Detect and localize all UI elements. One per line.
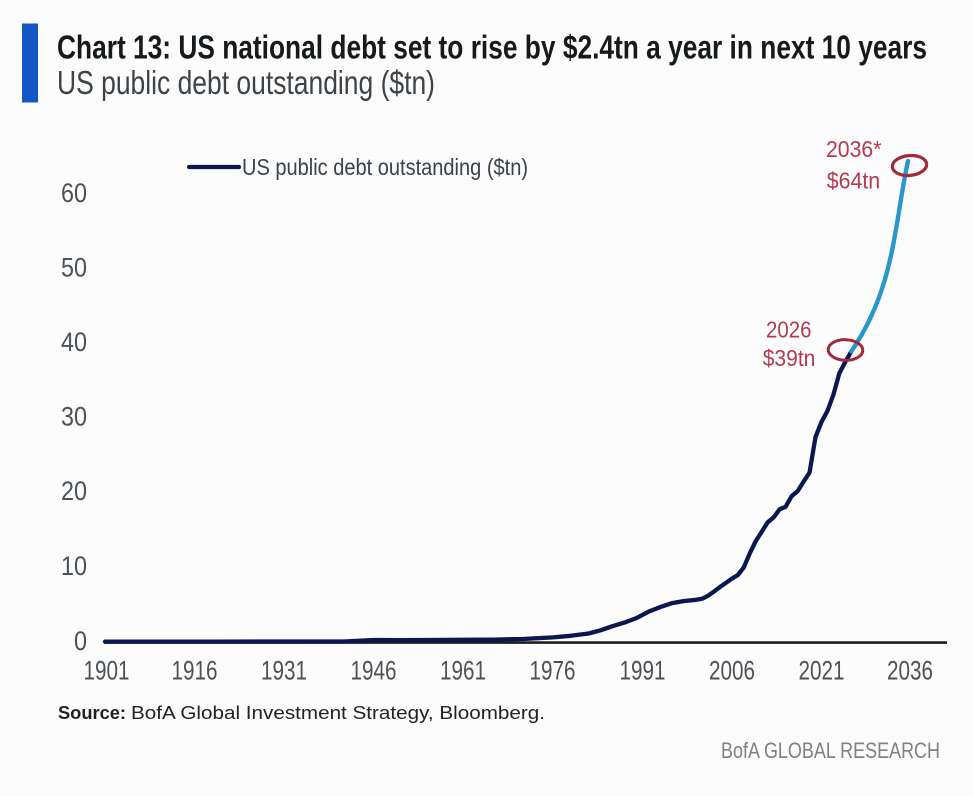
svg-text:2006: 2006 xyxy=(709,656,755,686)
svg-text:50: 50 xyxy=(61,253,87,283)
svg-text:$64tn: $64tn xyxy=(827,168,881,194)
svg-text:2036: 2036 xyxy=(887,656,933,686)
svg-text:US public debt outstanding ($t: US public debt outstanding ($tn) xyxy=(57,64,435,101)
svg-text:2036*: 2036* xyxy=(826,136,882,162)
svg-text:1991: 1991 xyxy=(620,656,666,686)
svg-text:1946: 1946 xyxy=(351,656,397,686)
svg-text:40: 40 xyxy=(61,327,87,357)
svg-text:0: 0 xyxy=(74,626,87,656)
svg-text:1976: 1976 xyxy=(530,656,576,686)
svg-text:20: 20 xyxy=(61,476,87,506)
svg-text:BofA GLOBAL RESEARCH: BofA GLOBAL RESEARCH xyxy=(721,738,940,763)
svg-text:30: 30 xyxy=(61,402,87,432)
svg-text:BofA Global Investment Strateg: BofA Global Investment Strategy, Bloombe… xyxy=(131,702,545,723)
svg-text:1931: 1931 xyxy=(261,656,307,686)
svg-text:Chart 13: US national debt set: Chart 13: US national debt set to rise b… xyxy=(57,29,927,66)
svg-text:1901: 1901 xyxy=(84,656,130,686)
svg-text:1916: 1916 xyxy=(172,656,218,686)
svg-text:2021: 2021 xyxy=(799,656,845,686)
svg-text:US public debt outstanding ($t: US public debt outstanding ($tn) xyxy=(242,154,528,180)
svg-text:Source:: Source: xyxy=(58,702,126,723)
svg-text:60: 60 xyxy=(61,178,87,208)
svg-text:$39tn: $39tn xyxy=(763,345,816,371)
svg-text:10: 10 xyxy=(61,551,87,581)
svg-text:1961: 1961 xyxy=(440,656,486,686)
svg-text:2026: 2026 xyxy=(766,317,812,343)
